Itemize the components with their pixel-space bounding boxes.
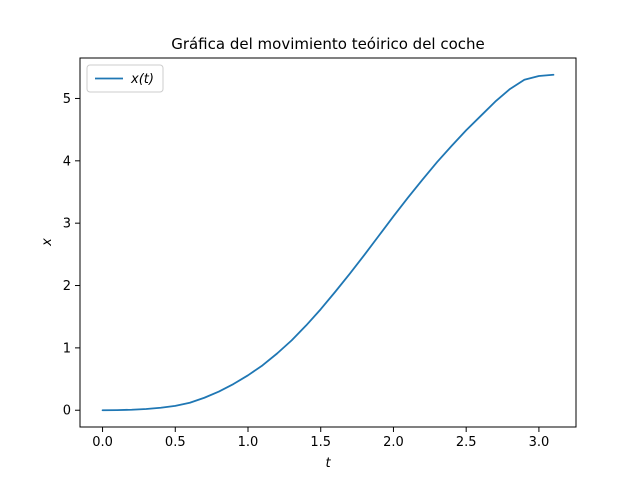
y-tick-label: 4 xyxy=(63,154,71,169)
x-tick-label: 1.5 xyxy=(310,435,331,450)
x-tick-label: 1.0 xyxy=(238,435,259,450)
legend: x(t) xyxy=(86,64,164,93)
x-tick-label: 3.0 xyxy=(529,435,550,450)
y-tick-label: 1 xyxy=(63,341,71,356)
y-axis-label: x xyxy=(40,238,55,247)
x-axis-label: t xyxy=(325,456,331,471)
chart-title: Gráfica del movimiento teóirico del coch… xyxy=(171,35,485,53)
y-tick-label: 5 xyxy=(63,92,71,107)
y-tick-label: 0 xyxy=(63,404,71,419)
legend-box xyxy=(86,64,164,93)
x-tick-label: 0.5 xyxy=(165,435,186,450)
x-tick-label: 2.0 xyxy=(383,435,404,450)
x-tick-label: 2.5 xyxy=(456,435,477,450)
series-line xyxy=(101,73,555,412)
y-tick-label: 2 xyxy=(63,279,71,294)
legend-label: x(t) xyxy=(130,72,154,87)
y-tick-label: 3 xyxy=(63,217,71,232)
plot-frame xyxy=(79,57,577,428)
x-tick-label: 0.0 xyxy=(92,435,113,450)
